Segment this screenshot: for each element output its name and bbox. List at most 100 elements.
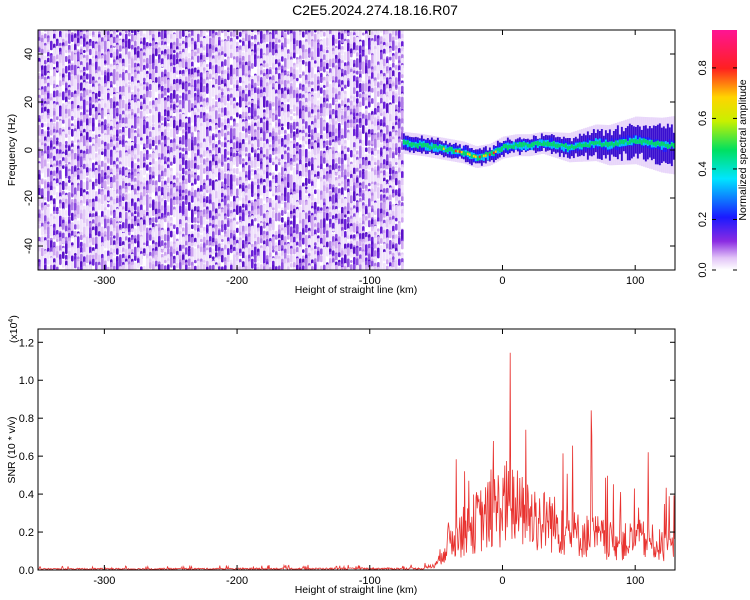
spectrogram-cell (227, 151, 230, 156)
spectrogram-cell (104, 241, 107, 249)
spectrogram-cell (260, 137, 263, 142)
spectrogram-cell (263, 221, 266, 226)
spectrogram-cell (50, 75, 53, 86)
spectrogram-cell (281, 130, 284, 135)
spectrogram-cell (170, 230, 173, 238)
spectrogram-cell (179, 30, 182, 39)
spectrogram-cell (74, 131, 77, 143)
spectrogram-cell (191, 114, 194, 123)
spectrogram-cell (212, 91, 215, 97)
spectrogram-cell (260, 39, 263, 44)
spectrogram-cell (89, 206, 92, 213)
spectrogram-cell (155, 135, 158, 145)
spectrogram-cell (242, 45, 245, 52)
spectrogram-cell (71, 128, 74, 137)
spectrogram-cell (218, 132, 221, 140)
spectrogram-cell (107, 143, 110, 151)
spectrogram-cell (251, 63, 254, 69)
spectrogram-cell (74, 54, 77, 66)
spectrogram-cell (215, 171, 218, 178)
spectrogram-cell (77, 185, 80, 193)
spectrogram-cell (221, 255, 224, 263)
spectrogram-cell (209, 73, 212, 80)
spectrogram-cell (191, 203, 194, 208)
spectrogram-cell (119, 246, 122, 249)
spectrogram-cell (101, 125, 104, 134)
spectrogram-cell (302, 59, 305, 65)
spectrogram-cell (98, 202, 101, 211)
spectrogram-cell (86, 73, 89, 80)
spectrogram-cell (233, 168, 236, 174)
spectrogram-cell (179, 262, 182, 270)
spectrogram-cell (98, 164, 101, 170)
spectrogram-cell (227, 254, 230, 263)
spectrogram-cell (257, 255, 260, 262)
spectrogram-cell (167, 87, 170, 93)
spectrogram-cell (128, 72, 131, 81)
spectrogram-cell (80, 266, 83, 270)
spectrogram-cell (284, 196, 287, 202)
spectrogram-cell (122, 196, 125, 202)
spectrogram-cell (86, 225, 89, 237)
spectrogram-cell (74, 224, 77, 230)
spectrogram-cell (155, 83, 158, 93)
spectrogram-cell (41, 213, 44, 221)
spectrogram-cell (128, 32, 131, 37)
spectrogram-cell (149, 262, 152, 269)
spectrogram-cell (206, 189, 209, 194)
spectrogram-cell (65, 108, 68, 115)
spectrogram-cell (134, 202, 137, 211)
spectrogram-cell (149, 193, 152, 197)
spectrogram-cell (182, 31, 185, 37)
spectrogram-cell (299, 144, 302, 149)
spectrogram-cell (254, 39, 257, 43)
spectrogram-cell (236, 90, 239, 98)
spectrogram-cell (248, 144, 251, 149)
spectrogram-cell (65, 154, 68, 159)
spectrogram-cell (197, 175, 200, 181)
spectrogram-cell (167, 126, 170, 132)
spectrogram-cell (83, 46, 86, 50)
spectrogram-cell (53, 188, 56, 196)
spectrogram-cell (299, 74, 302, 79)
spectrogram-cell (251, 172, 254, 176)
spectrogram-cell (230, 193, 233, 197)
spectrogram-cell (224, 163, 227, 173)
spectrogram-cell (182, 220, 185, 227)
spectrogram-cell (251, 147, 254, 153)
spectrogram-cell (59, 96, 62, 107)
spectrogram-cell (65, 243, 68, 255)
spectrogram-cell (68, 204, 71, 217)
spectrogram-cell (290, 115, 293, 121)
spectrogram-cell (272, 184, 275, 195)
spectrogram-cell (113, 265, 116, 270)
spectrogram-cell (134, 238, 137, 244)
spectrogram-cell (146, 97, 149, 106)
spectrogram-cell (254, 254, 257, 263)
spectrogram-cell (275, 266, 278, 270)
spectrogram-cell (224, 265, 227, 270)
spectrogram-cell (194, 217, 197, 223)
spectrogram-cell (209, 130, 212, 134)
spectrogram-cell (104, 107, 107, 117)
spectrogram-cell (116, 112, 119, 117)
spectrogram-cell (302, 171, 305, 177)
spectrogram-cell (281, 56, 284, 62)
spectrogram-cell (50, 185, 53, 192)
spectrogram-cell (221, 161, 224, 166)
spectrogram-cell (155, 34, 158, 42)
spectrogram-cell (164, 234, 167, 242)
spectrogram-cell (233, 265, 236, 270)
spectrogram-cell (173, 151, 176, 156)
spectrogram-cell (236, 167, 239, 175)
spectrogram-cell (299, 223, 302, 232)
spectrogram-cell (89, 181, 92, 189)
spectrogram-cell (89, 107, 92, 116)
spectrogram-cell (98, 122, 101, 128)
spectrogram-cell (239, 266, 242, 270)
spectrogram-cell (287, 226, 290, 236)
spectrogram-cell (227, 30, 230, 33)
spectrogram-cell (101, 133, 104, 138)
spectrogram-cell (128, 98, 131, 103)
spectrogram-cell (83, 265, 86, 270)
